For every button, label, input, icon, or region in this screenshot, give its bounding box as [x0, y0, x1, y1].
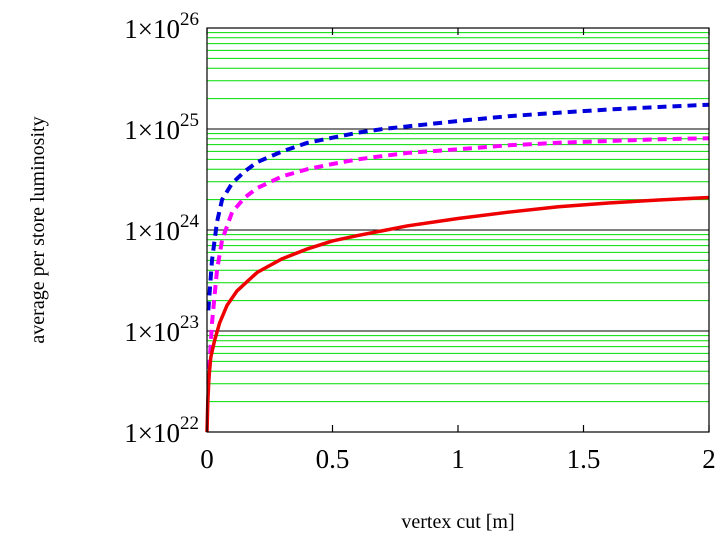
series-line-3 [205, 195, 710, 433]
series-group [205, 102, 710, 433]
y-tick-label: 1×1024 [124, 211, 199, 246]
series-line-2 [206, 136, 710, 384]
grid [207, 27, 709, 433]
tick-labels: 0 0.5 1 1.5 2 1×1022 1×1023 1×1024 1×1025 1×1026 [124, 9, 715, 474]
x-tick-label: 2 [702, 444, 716, 474]
series-line-1 [206, 102, 710, 311]
y-axis-label: average per store luminosity [27, 116, 49, 343]
x-tick-label: 1 [451, 444, 465, 474]
x-tick-label: 0.5 [316, 444, 350, 474]
x-tick-label: 1.5 [567, 444, 601, 474]
x-tick-label: 0 [200, 444, 214, 474]
x-axis-label: vertex cut [m] [401, 511, 514, 533]
y-tick-label: 1×1026 [124, 9, 199, 44]
ticks [206, 28, 710, 432]
y-tick-label: 1×1023 [124, 312, 199, 347]
y-tick-label: 1×1025 [124, 110, 199, 145]
y-tick-label: 1×1022 [124, 413, 199, 448]
